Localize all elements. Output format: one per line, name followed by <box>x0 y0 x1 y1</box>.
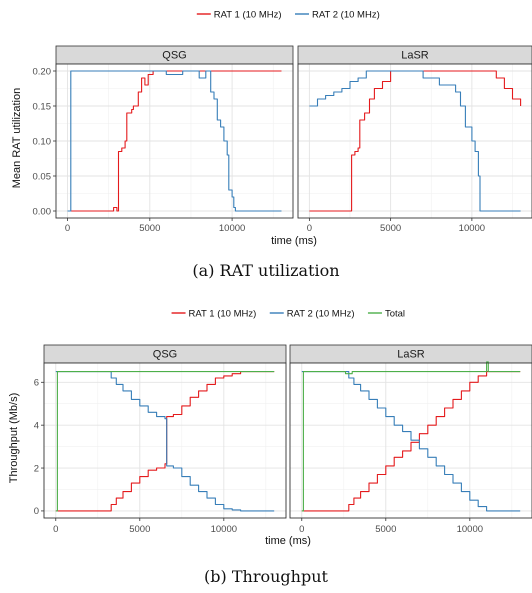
y-tick-label-0-0: 0.00 <box>33 206 52 217</box>
x-tick-label-0-0-2: 10000 <box>219 223 245 234</box>
caption-1: (b) Throughput <box>204 567 328 586</box>
y-axis-title-0: Mean RAT utilization <box>11 88 23 188</box>
y-tick-label-1-3: 6 <box>34 378 39 389</box>
panel-1-qsg: QSG 0 5000 10000 0 2 4 6 <box>34 344 287 535</box>
y-tick-label-0-2: 0.10 <box>33 136 52 147</box>
series-1-qsg-2 <box>55 371 275 512</box>
series-1-lasr-0 <box>301 371 521 512</box>
plot-border-0-1 <box>297 63 532 219</box>
series-1-qsg-0 <box>55 371 275 512</box>
legend-entry-1-0: RAT 1 (10 MHz) <box>189 309 257 320</box>
series-1-qsg-1 <box>55 371 275 512</box>
strip-label-0-0: QSG <box>162 50 186 62</box>
x-tick-label-1-0-2: 10000 <box>211 524 237 535</box>
x-tick-label-0-1-1: 5000 <box>380 223 401 234</box>
y-tick-label-0-4: 0.20 <box>33 66 52 77</box>
x-tick-label-1-0-0: 0 <box>53 524 58 535</box>
strip-label-1-0: QSG <box>153 349 177 361</box>
legend-entry-1-2: Total <box>385 309 405 320</box>
y-tick-label-1-2: 4 <box>34 420 39 431</box>
x-tick-label-0-1-0: 0 <box>307 223 312 234</box>
legend-entry-0-1: RAT 2 (10 MHz) <box>312 10 380 21</box>
y-tick-label-0-1: 0.05 <box>33 171 52 182</box>
panel-0-lasr: LaSR 0 5000 10000 <box>297 45 532 234</box>
strip-label-1-1: LaSR <box>397 349 425 361</box>
series-1-lasr-1 <box>301 371 521 512</box>
series-1-lasr-2 <box>301 361 521 512</box>
x-axis-title-0: time (ms) <box>271 235 317 247</box>
y-tick-label-1-1: 2 <box>34 463 39 474</box>
series-0-qsg-1 <box>67 70 282 212</box>
x-tick-label-1-1-1: 5000 <box>375 524 396 535</box>
caption-0: (a) RAT utilization <box>192 261 339 280</box>
y-tick-label-1-0: 0 <box>34 506 39 517</box>
panel-1-lasr: LaSR 0 5000 10000 <box>289 344 532 535</box>
x-tick-label-0-0-1: 5000 <box>139 223 160 234</box>
plot-border-1-0 <box>43 362 287 519</box>
x-axis-title-1: time (ms) <box>265 535 311 547</box>
x-tick-label-1-0-1: 5000 <box>129 524 150 535</box>
y-axis-title-1: Throughput (Mb/s) <box>8 393 20 483</box>
plot-border-1-1 <box>289 362 532 519</box>
legend-entry-1-1: RAT 2 (10 MHz) <box>287 309 355 320</box>
series-0-lasr-0 <box>309 70 522 212</box>
series-0-lasr-1 <box>309 70 521 212</box>
x-tick-label-1-1-2: 10000 <box>457 524 483 535</box>
strip-label-0-1: LaSR <box>401 50 429 62</box>
x-tick-label-0-0-0: 0 <box>65 223 70 234</box>
panel-0-qsg: QSG 0 5000 10000 0.00 0.05 0.10 0.15 0.20 <box>33 45 294 234</box>
legend-entry-0-0: RAT 1 (10 MHz) <box>214 10 282 21</box>
x-tick-label-0-1-2: 10000 <box>459 223 485 234</box>
x-tick-label-1-1-0: 0 <box>299 524 304 535</box>
plot-bg-1-0 <box>44 363 286 518</box>
y-tick-label-0-3: 0.15 <box>33 101 52 112</box>
